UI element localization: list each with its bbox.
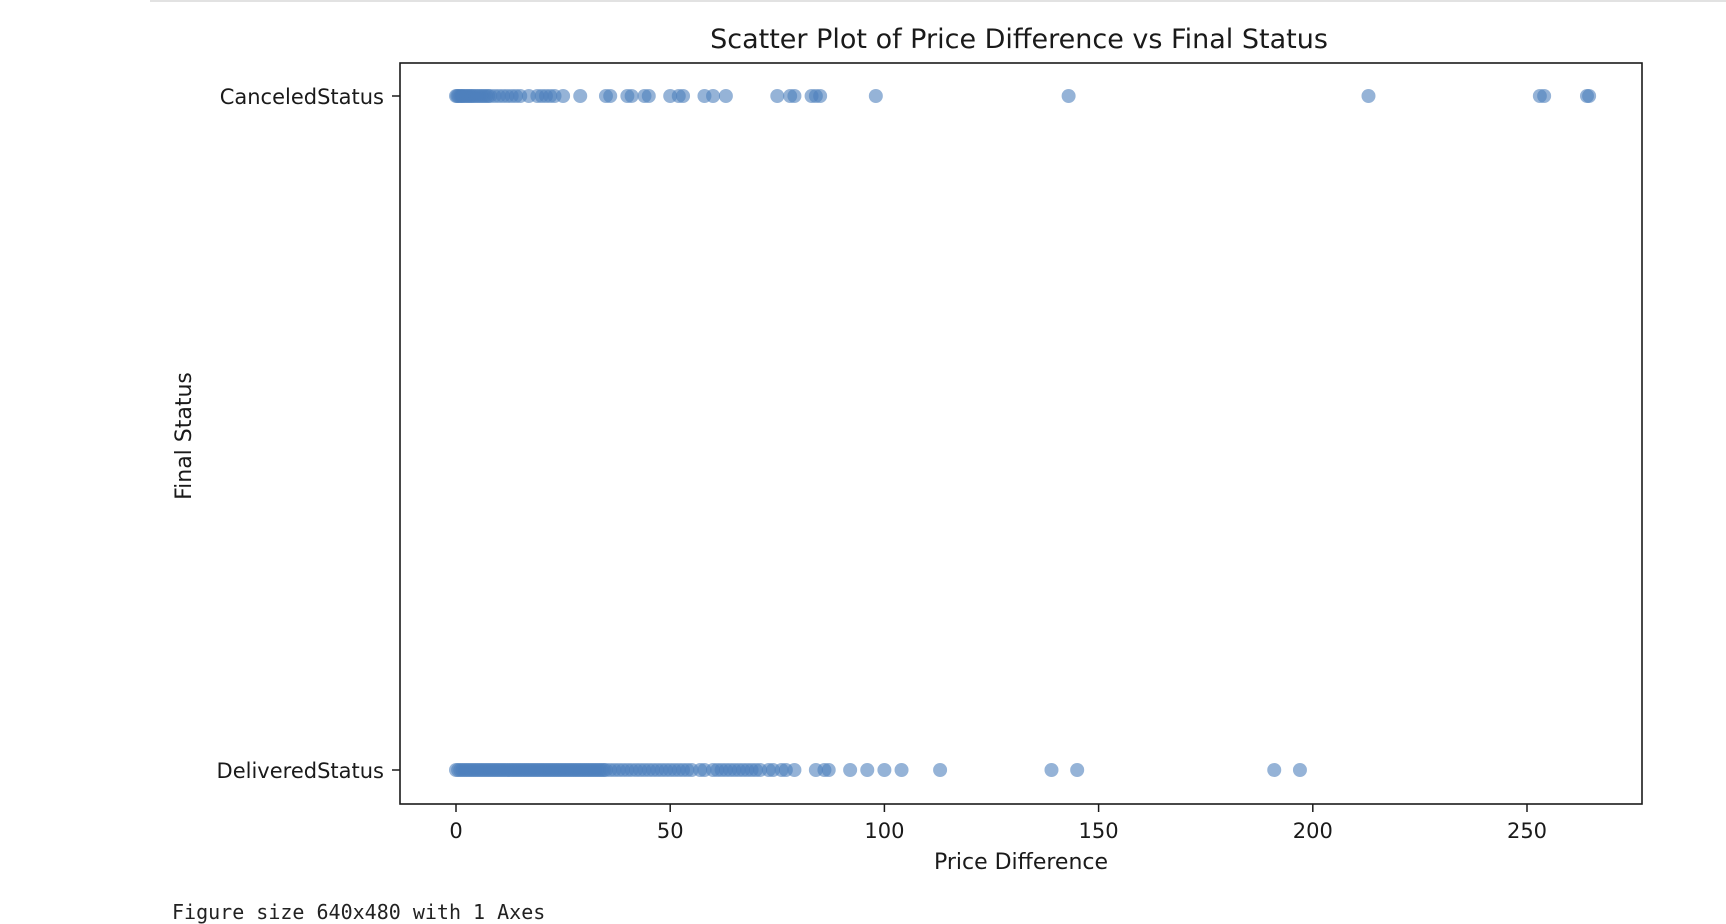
data-point-canceledstatus-46	[718, 89, 733, 103]
data-point-canceledstatus-47	[770, 89, 785, 103]
data-point-canceledstatus-49	[787, 89, 802, 103]
data-point-canceledstatus-59	[1582, 89, 1597, 103]
data-point-deliveredstatus-119	[1070, 763, 1085, 777]
data-point-canceledstatus-45	[706, 89, 721, 103]
data-point-canceledstatus-55	[1361, 89, 1376, 103]
y-axis-label: Final Status	[172, 372, 197, 500]
plot-frame	[399, 62, 1643, 805]
scatter-chart: Scatter Plot of Price Difference vs Fina…	[172, 24, 1643, 875]
data-point-deliveredstatus-116	[894, 763, 909, 777]
data-point-deliveredstatus-117	[933, 763, 948, 777]
x-axis-label: Price Difference	[934, 850, 1108, 875]
data-point-canceledstatus-54	[1061, 89, 1076, 103]
x-axis-ticks: 0 50 100 150 200 250	[449, 804, 1547, 843]
chart-title: Scatter Plot of Price Difference vs Fina…	[710, 24, 1328, 55]
x-tick-label-100: 100	[864, 819, 904, 843]
data-point-deliveredstatus-109	[787, 763, 802, 777]
figure-size-output: Figure size 640x480 with 1 Axes	[172, 900, 546, 924]
data-point-deliveredstatus-115	[877, 763, 892, 777]
y-axis-ticks: DeliveredStatus CanceledStatus	[217, 85, 400, 783]
data-point-canceledstatus-53	[868, 89, 883, 103]
data-point-deliveredstatus-121	[1292, 763, 1307, 777]
data-point-canceledstatus-57	[1537, 89, 1552, 103]
points-layer	[449, 89, 1597, 777]
x-tick-label-0: 0	[449, 819, 462, 843]
data-point-canceledstatus-38	[624, 89, 639, 103]
x-tick-label-250: 250	[1507, 819, 1547, 843]
data-point-deliveredstatus-120	[1267, 763, 1282, 777]
data-point-canceledstatus-40	[641, 89, 656, 103]
data-point-canceledstatus-52	[813, 89, 828, 103]
y-tick-label-deliveredstatus: DeliveredStatus	[217, 759, 384, 783]
data-point-deliveredstatus-113	[843, 763, 858, 777]
data-point-canceledstatus-43	[676, 89, 691, 103]
data-point-canceledstatus-36	[603, 89, 618, 103]
x-tick-label-150: 150	[1079, 819, 1119, 843]
x-tick-label-50: 50	[657, 819, 684, 843]
data-point-deliveredstatus-118	[1044, 763, 1059, 777]
data-point-deliveredstatus-114	[860, 763, 875, 777]
data-point-canceledstatus-33	[556, 89, 571, 103]
data-point-deliveredstatus-112	[821, 763, 836, 777]
y-tick-label-canceledstatus: CanceledStatus	[220, 85, 384, 109]
data-point-canceledstatus-34	[573, 89, 588, 103]
cell-top-divider	[150, 0, 1726, 2]
x-tick-label-200: 200	[1293, 819, 1333, 843]
